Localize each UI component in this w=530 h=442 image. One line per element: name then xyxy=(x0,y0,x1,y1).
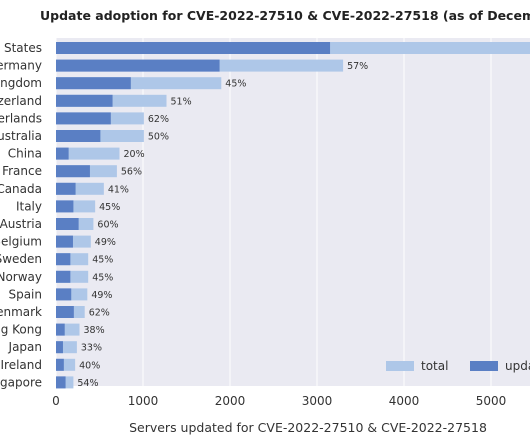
x-tick-label: 4000 xyxy=(389,394,420,408)
category-label: Belgium xyxy=(0,235,42,249)
bar-updated xyxy=(56,130,101,142)
bar-updated xyxy=(56,288,72,301)
percent-label: 45% xyxy=(99,202,120,213)
bar-updated xyxy=(56,77,131,90)
percent-label: 45% xyxy=(225,79,246,90)
percent-label: 49% xyxy=(95,237,116,248)
legend-swatch-total xyxy=(386,361,414,371)
bar-updated xyxy=(56,42,331,54)
bar-updated xyxy=(56,112,111,125)
percent-label: 40% xyxy=(79,360,100,371)
percent-label: 41% xyxy=(108,184,129,195)
chart-title: Update adoption for CVE-2022-27510 & CVE… xyxy=(40,8,530,23)
legend: total upda xyxy=(386,359,530,373)
x-tick-label: 3000 xyxy=(302,394,333,408)
labels: d States ermany 57% ingdom 45% zerland 51% erla… xyxy=(0,41,368,389)
category-label: zerland xyxy=(0,94,42,108)
category-label: d States xyxy=(0,41,42,55)
percent-label: 62% xyxy=(89,308,110,319)
percent-label: 38% xyxy=(83,325,104,336)
bar-updated xyxy=(56,253,71,266)
category-label: Ireland xyxy=(0,358,42,372)
bar-updated xyxy=(56,341,63,354)
percent-label: 49% xyxy=(91,290,112,301)
bar-updated xyxy=(56,306,74,318)
category-label: Italy xyxy=(16,199,42,213)
category-label: Japan xyxy=(8,340,42,354)
percent-label: 62% xyxy=(148,114,169,125)
category-label: Canada xyxy=(0,182,42,196)
legend-label-updated: upda xyxy=(505,359,530,373)
percent-label: 33% xyxy=(81,343,102,354)
percent-label: 45% xyxy=(92,255,113,266)
bar-updated xyxy=(56,165,90,178)
bar-updated xyxy=(56,147,69,160)
x-tick-label: 2000 xyxy=(215,394,246,408)
bar-updated xyxy=(56,270,71,283)
x-tick-label: 5000 xyxy=(476,394,507,408)
legend-label-total: total xyxy=(421,359,448,373)
percent-label: 45% xyxy=(92,272,113,283)
x-ticks: 01000200030004000500060007000 xyxy=(52,394,507,408)
legend-swatch-updated xyxy=(470,361,498,371)
percent-label: 57% xyxy=(347,61,368,72)
bar-updated xyxy=(56,59,220,72)
category-label: enmark xyxy=(0,305,42,319)
category-label: Norway xyxy=(0,270,42,284)
percent-label: 20% xyxy=(124,149,145,160)
category-label: ustralia xyxy=(0,129,42,143)
category-label: g Kong xyxy=(1,323,42,337)
bars xyxy=(56,42,530,389)
percent-label: 50% xyxy=(148,132,169,143)
plot-area xyxy=(56,38,530,386)
bar-updated xyxy=(56,358,64,371)
category-label: Sweden xyxy=(0,252,42,266)
percent-label: 56% xyxy=(121,167,142,178)
percent-label: 51% xyxy=(170,96,191,107)
category-label: Austria xyxy=(0,217,42,231)
category-label: erlands xyxy=(0,111,42,125)
category-label: ingdom xyxy=(0,76,42,90)
category-label: France xyxy=(2,164,42,178)
category-label: China xyxy=(8,147,42,161)
bar-total xyxy=(56,147,120,160)
x-tick-label: 1000 xyxy=(128,394,159,408)
bar-updated xyxy=(56,235,73,248)
bar-updated xyxy=(56,182,76,195)
bar-updated xyxy=(56,94,113,107)
x-tick-label: 0 xyxy=(52,394,60,408)
bar-updated xyxy=(56,376,66,389)
percent-label: 60% xyxy=(97,220,118,231)
percent-label: 54% xyxy=(77,378,98,389)
category-label: Spain xyxy=(8,287,42,301)
bar-updated xyxy=(56,200,74,213)
category-label: gapore xyxy=(0,375,42,389)
bar-updated xyxy=(56,323,65,336)
x-axis-label: Servers updated for CVE-2022-27510 & CVE… xyxy=(129,420,487,435)
bar-updated xyxy=(56,218,79,230)
category-label: ermany xyxy=(0,59,42,73)
